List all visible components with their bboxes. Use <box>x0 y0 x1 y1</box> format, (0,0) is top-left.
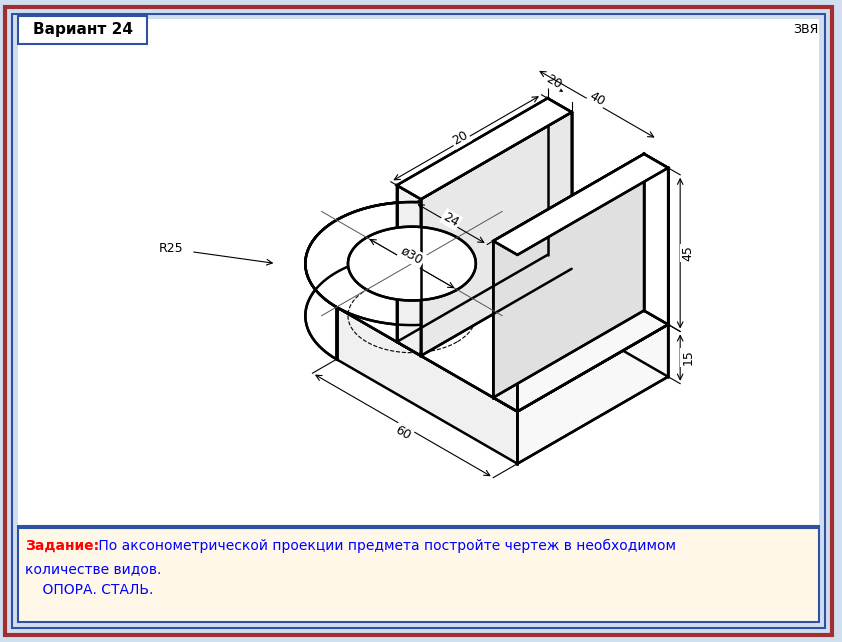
Text: Вариант 24: Вариант 24 <box>33 22 132 37</box>
Text: ø30: ø30 <box>398 244 425 267</box>
Polygon shape <box>517 168 668 412</box>
Text: ОПОРА. СТАЛЬ.: ОПОРА. СТАЛЬ. <box>25 584 153 598</box>
Polygon shape <box>397 98 572 199</box>
Text: R25: R25 <box>158 242 183 255</box>
Bar <box>18 15 147 44</box>
Polygon shape <box>397 186 421 356</box>
Polygon shape <box>517 324 668 464</box>
FancyBboxPatch shape <box>18 19 819 526</box>
Polygon shape <box>493 241 517 412</box>
Polygon shape <box>337 220 668 412</box>
Text: 20: 20 <box>544 73 564 92</box>
Polygon shape <box>348 227 476 300</box>
Polygon shape <box>337 307 517 464</box>
Polygon shape <box>421 112 572 356</box>
Bar <box>18 528 819 622</box>
Text: 60: 60 <box>392 424 413 443</box>
Text: 40: 40 <box>587 90 607 109</box>
Polygon shape <box>493 154 668 255</box>
Text: ЗВЯ: ЗВЯ <box>793 23 818 36</box>
Text: 24: 24 <box>441 210 461 229</box>
Polygon shape <box>493 154 644 397</box>
Polygon shape <box>644 154 668 324</box>
Text: 20: 20 <box>450 128 471 148</box>
Polygon shape <box>306 202 488 360</box>
Text: 15: 15 <box>682 350 695 365</box>
Polygon shape <box>547 98 572 269</box>
Text: 45: 45 <box>682 245 695 261</box>
Polygon shape <box>488 220 668 377</box>
Text: По аксонометрической проекции предмета постройте чертеж в необходимом: По аксонометрической проекции предмета п… <box>94 539 676 553</box>
Text: количестве видов.: количестве видов. <box>25 562 161 576</box>
Text: Задание:: Задание: <box>25 539 99 553</box>
Polygon shape <box>306 202 519 325</box>
